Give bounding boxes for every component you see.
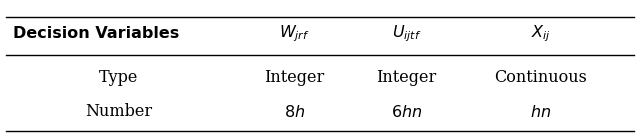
Text: Continuous: Continuous	[494, 69, 588, 87]
Text: Decision Variables: Decision Variables	[13, 26, 179, 41]
Text: Type: Type	[99, 69, 138, 87]
Text: $W_{jrf}$: $W_{jrf}$	[279, 23, 310, 44]
Text: $hn$: $hn$	[530, 104, 552, 120]
Text: Number: Number	[85, 103, 152, 120]
Text: Integer: Integer	[376, 69, 436, 87]
Text: $U_{ijtf}$: $U_{ijtf}$	[392, 23, 421, 44]
Text: $X_{ij}$: $X_{ij}$	[531, 23, 550, 44]
Text: $8h$: $8h$	[284, 104, 305, 120]
Text: $6hn$: $6hn$	[390, 104, 422, 120]
Text: Integer: Integer	[264, 69, 324, 87]
